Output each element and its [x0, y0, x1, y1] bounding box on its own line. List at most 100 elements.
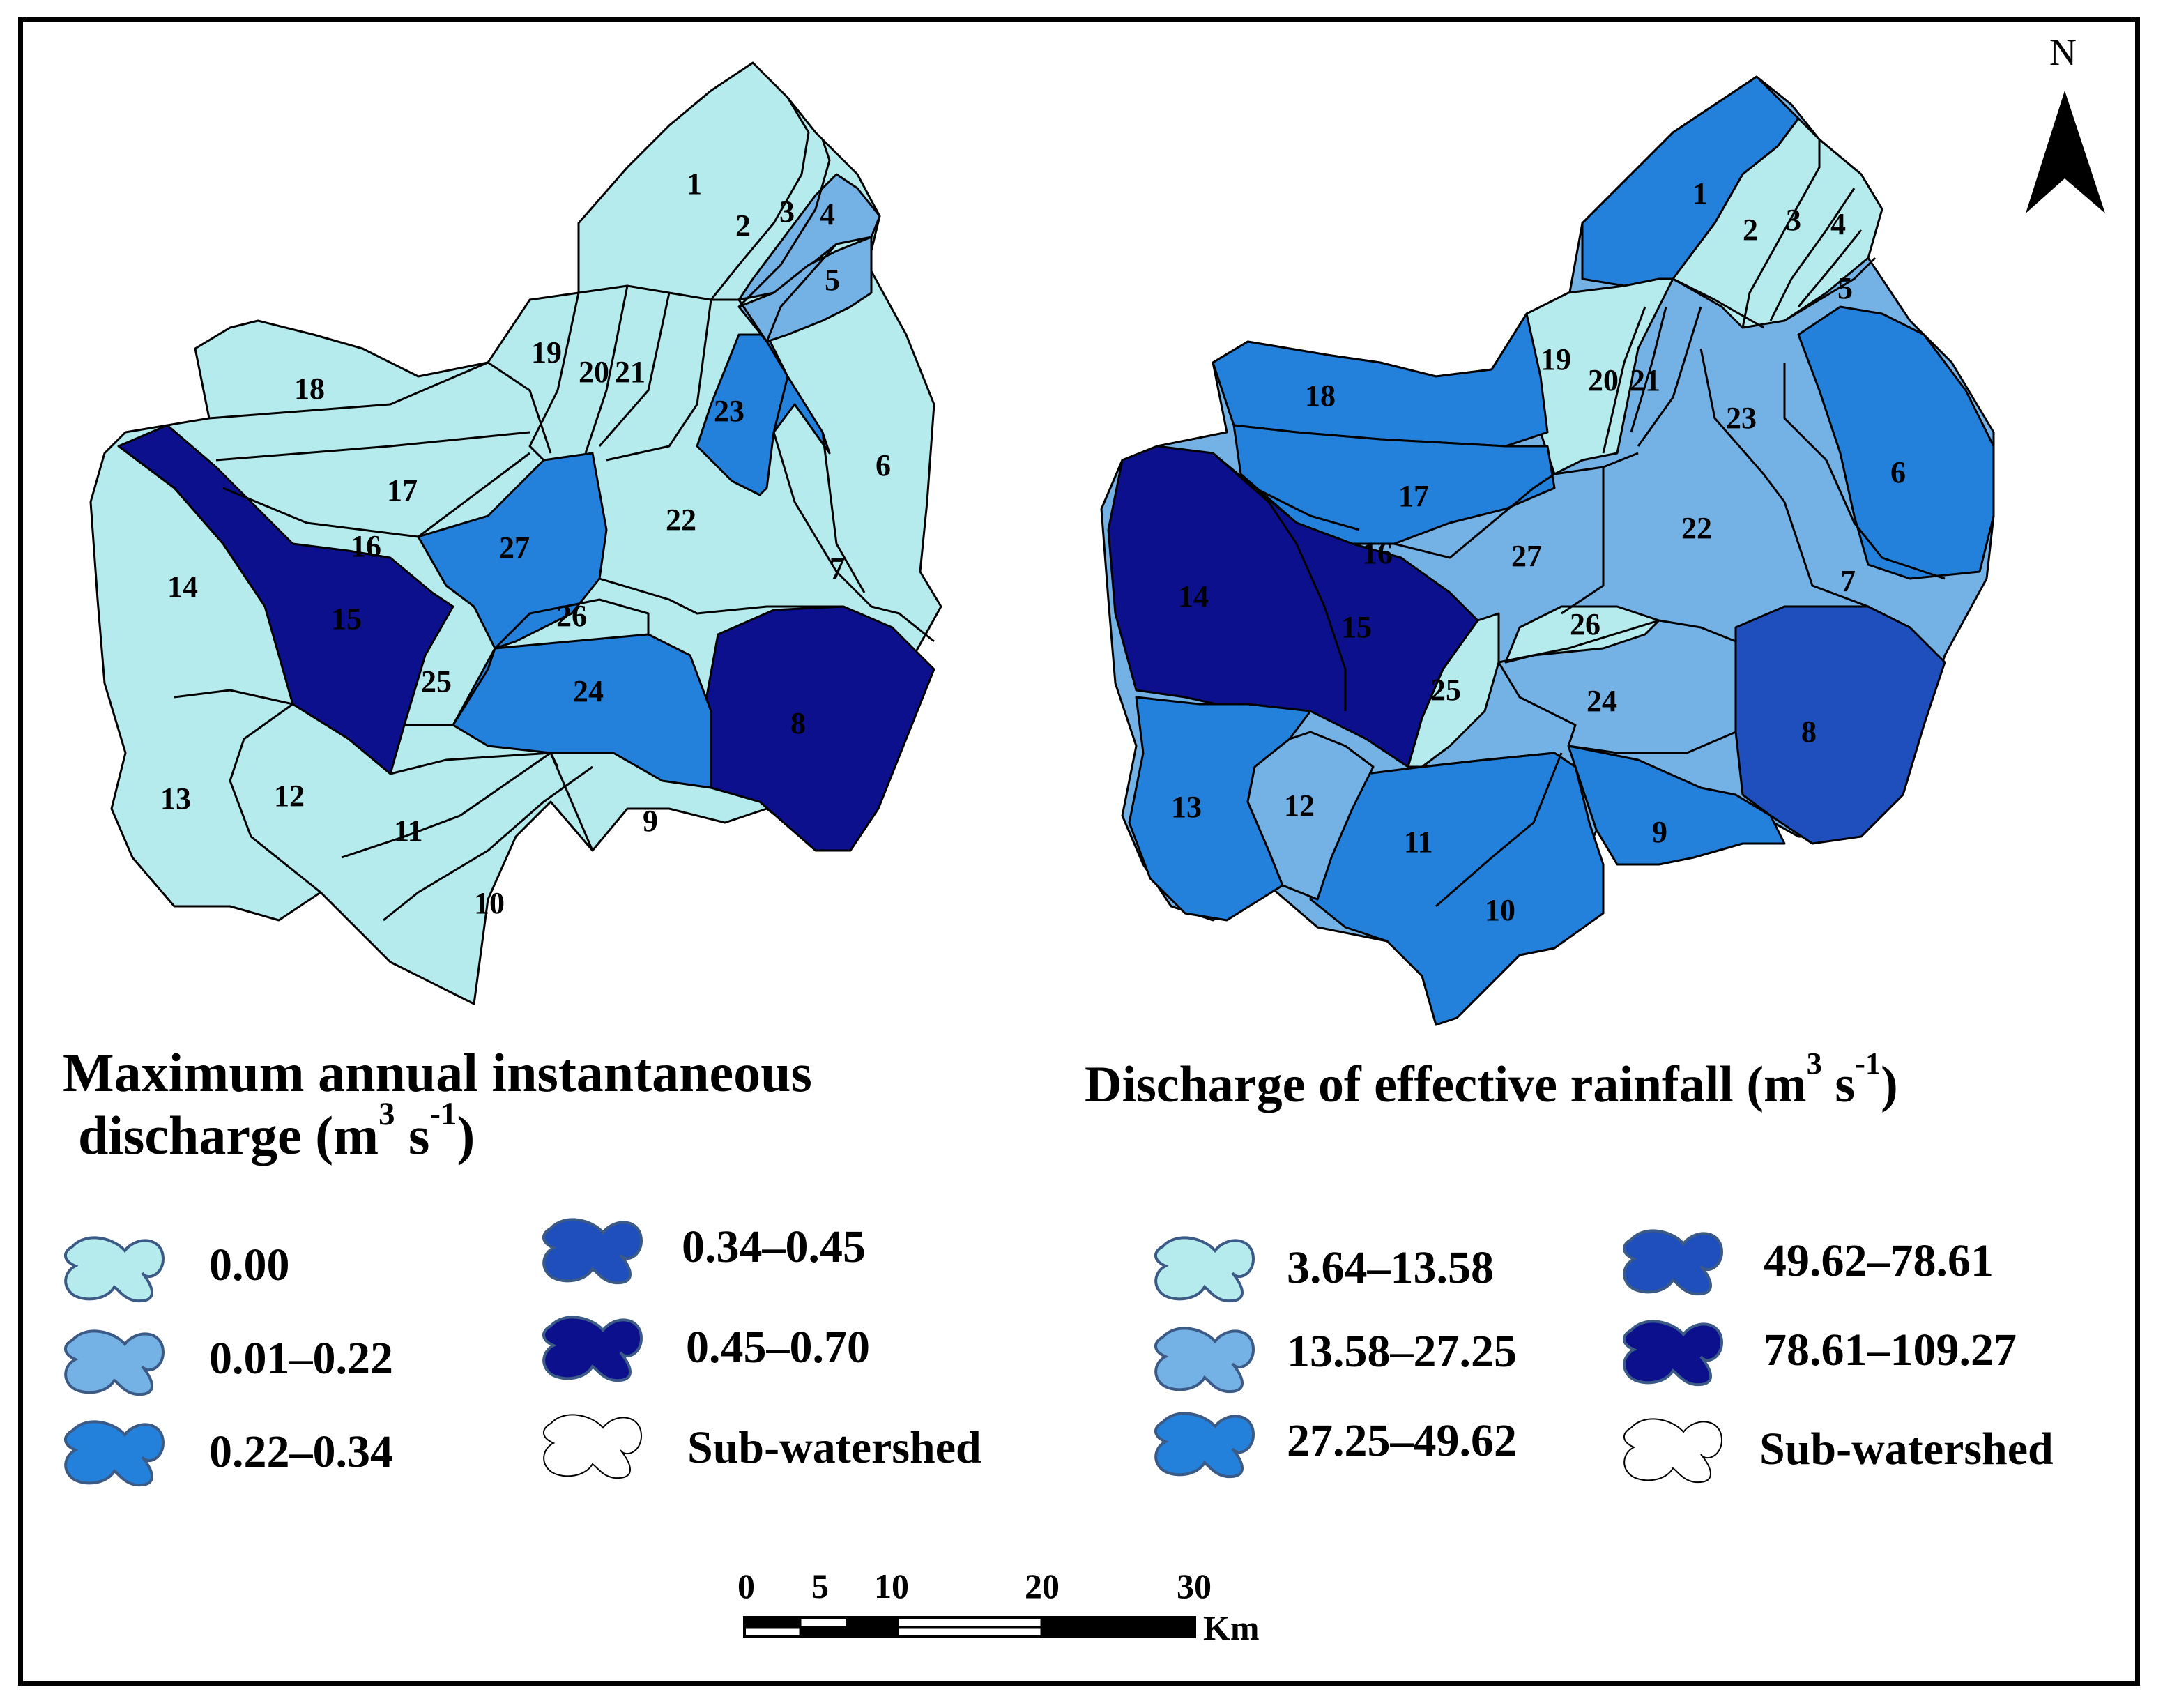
scale-tick-30: 30: [1177, 1566, 1212, 1606]
scale-tick-10: 10: [874, 1566, 909, 1606]
right-legend-label-2: 27.25–49.62: [1287, 1415, 1517, 1466]
right-boundaries: [1212, 139, 1946, 908]
right-legend-label-5: Sub-watershed: [1759, 1424, 2054, 1474]
right-legend-label-0: 3.64–13.58: [1287, 1242, 1494, 1293]
left-label-14: 14: [167, 570, 198, 604]
right-map-title: Discharge of effective rainfall (m3 s-1): [1085, 1046, 1898, 1113]
right-label-10: 10: [1485, 893, 1515, 927]
left-swatch-3: [542, 1218, 643, 1285]
left-label-9: 9: [643, 804, 658, 838]
left-label-26: 26: [556, 599, 587, 633]
right-label-21: 21: [1630, 363, 1660, 397]
left-legend-label-3: 0.34–0.45: [682, 1221, 866, 1272]
left-label-10: 10: [474, 886, 505, 920]
right-watershed-map: [1100, 75, 1995, 1026]
left-label-12: 12: [274, 779, 305, 813]
left-zone-5: [737, 236, 873, 343]
right-label-7: 7: [1840, 564, 1856, 598]
left-label-24: 24: [573, 674, 604, 708]
right-swatch-4: [1622, 1320, 1723, 1387]
left-label-7: 7: [830, 551, 845, 586]
right-label-22: 22: [1681, 511, 1712, 545]
left-swatch-1: [63, 1329, 165, 1396]
left-map-title: Maximum annual instantaneous discharge (…: [63, 1042, 812, 1166]
right-label-11: 11: [1404, 825, 1433, 859]
left-label-21: 21: [615, 355, 645, 389]
left-zone-27: [417, 452, 608, 650]
right-label-23: 23: [1726, 401, 1757, 435]
left-zone-24: [452, 633, 712, 789]
left-zone-labels: 1 2 3 4 5 6 7 8 9 10 11 12 13 14 15 16 1…: [160, 167, 891, 920]
left-watershed-map: [89, 61, 942, 1005]
right-swatch-3: [1622, 1229, 1723, 1296]
right-swatch-1: [1154, 1327, 1255, 1394]
left-swatch-4: [542, 1316, 643, 1382]
left-title-line1: Maximum annual instantaneous: [63, 1042, 812, 1103]
right-zone-8: [1734, 605, 1946, 845]
right-label-9: 9: [1652, 815, 1667, 849]
left-legend-label-1: 0.01–0.22: [209, 1333, 393, 1384]
right-zone-9: [1567, 745, 1786, 866]
right-zone-12: [1246, 731, 1375, 901]
left-label-6: 6: [876, 448, 891, 482]
left-label-15: 15: [331, 602, 362, 636]
right-label-27: 27: [1511, 539, 1542, 573]
right-label-1: 1: [1692, 176, 1708, 211]
left-label-23: 23: [714, 394, 744, 428]
right-label-15: 15: [1341, 610, 1372, 644]
scale-bar: [743, 1616, 1196, 1638]
left-label-25: 25: [421, 664, 452, 699]
left-legend-label-2: 0.22–0.34: [209, 1426, 393, 1477]
left-label-19: 19: [531, 335, 562, 369]
right-legend-label-4: 78.61–109.27: [1764, 1325, 2017, 1375]
right-zone-18: [1212, 312, 1549, 448]
left-label-13: 13: [160, 781, 191, 816]
right-label-5: 5: [1837, 271, 1853, 305]
left-label-5: 5: [825, 263, 840, 297]
right-label-12: 12: [1284, 788, 1315, 823]
left-boundaries: [174, 97, 935, 922]
right-label-25: 25: [1430, 673, 1461, 707]
scale-tick-0: 0: [737, 1566, 755, 1606]
north-label: N: [2049, 31, 2077, 73]
left-label-1: 1: [687, 167, 702, 201]
left-legend-label-5: Sub-watershed: [687, 1422, 981, 1473]
left-label-11: 11: [394, 814, 423, 848]
right-label-16: 16: [1362, 536, 1393, 570]
right-legend-label-3: 49.62–78.61: [1764, 1235, 1994, 1286]
right-label-26: 26: [1570, 607, 1600, 641]
left-label-18: 18: [294, 372, 325, 406]
left-label-16: 16: [351, 529, 381, 563]
left-label-2: 2: [735, 208, 751, 243]
left-legend-label-0: 0.00: [209, 1240, 290, 1290]
left-label-4: 4: [820, 197, 835, 231]
right-label-2: 2: [1743, 213, 1758, 247]
left-swatch-0: [63, 1236, 165, 1303]
right-label-13: 13: [1171, 790, 1202, 824]
right-label-18: 18: [1305, 379, 1336, 413]
left-label-22: 22: [666, 503, 696, 537]
left-label-8: 8: [790, 706, 806, 740]
scale-unit: Km: [1203, 1608, 1260, 1647]
right-zone-6: [1797, 305, 1995, 580]
right-label-3: 3: [1786, 203, 1801, 237]
right-swatch-5: [1623, 1418, 1722, 1484]
scale-tick-20: 20: [1025, 1566, 1060, 1606]
right-zone-labels: 1 2 3 4 5 6 7 8 9 10 11 12 13 14 15 16 1…: [1171, 176, 1906, 927]
left-label-20: 20: [579, 355, 609, 389]
right-label-19: 19: [1541, 342, 1571, 376]
left-legend-label-4: 0.45–0.70: [686, 1322, 870, 1373]
left-swatch-5: [542, 1414, 642, 1479]
north-arrow-icon: [2026, 91, 2105, 213]
scale-tick-5: 5: [811, 1566, 829, 1606]
right-label-8: 8: [1801, 715, 1817, 749]
right-label-14: 14: [1178, 579, 1209, 613]
right-label-24: 24: [1587, 684, 1617, 718]
right-swatch-0: [1154, 1236, 1255, 1303]
right-label-6: 6: [1890, 455, 1906, 489]
left-swatch-2: [63, 1420, 165, 1487]
right-zone-25: [1407, 612, 1500, 768]
right-legend-label-1: 13.58–27.25: [1287, 1326, 1517, 1377]
left-title-line2: discharge (m3 s-1): [78, 1095, 475, 1166]
right-label-17: 17: [1398, 479, 1429, 513]
